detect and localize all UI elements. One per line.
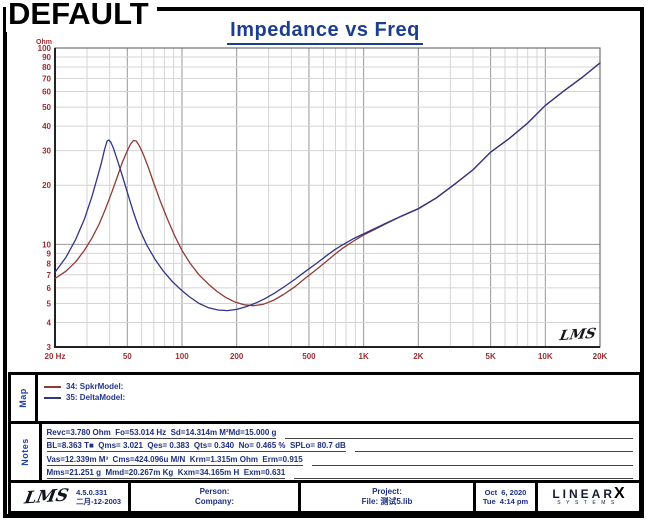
note-text: Mms=21.251 g Mmd=20.267m Kg Kxm=34.165m … bbox=[46, 467, 286, 479]
svg-text:200: 200 bbox=[230, 352, 244, 361]
svg-text:20 Hz: 20 Hz bbox=[45, 352, 66, 361]
footer-bar: LMS 4.5.0.331 二月-12-2003 Person: Company… bbox=[8, 480, 642, 514]
date-text: Oct 6, 2020 bbox=[484, 488, 527, 497]
company-label: Company: bbox=[194, 497, 235, 506]
svg-text:5K: 5K bbox=[486, 352, 496, 361]
svg-text:3: 3 bbox=[47, 343, 52, 352]
svg-text:4: 4 bbox=[47, 318, 52, 327]
linearx-logo-row: LINEAR X bbox=[552, 485, 625, 502]
svg-text:100: 100 bbox=[38, 44, 52, 53]
build-date-text: 二月-12-2003 bbox=[76, 497, 122, 506]
map-panel: Map 34: SpkrModel: 35: DeltaModel: bbox=[8, 372, 642, 424]
footer-project-cell: Project: File: 测试5.lib bbox=[301, 483, 476, 511]
series-color-swatch bbox=[44, 396, 61, 399]
person-label: Person: bbox=[199, 487, 230, 496]
note-rule bbox=[354, 450, 633, 453]
linearx-text: LINEAR bbox=[552, 487, 615, 501]
svg-text:50: 50 bbox=[123, 352, 132, 361]
notes-panel-label: Notes bbox=[19, 438, 30, 466]
lower-panels: Map 34: SpkrModel: 35: DeltaModel: Notes… bbox=[8, 372, 642, 514]
svg-text:2K: 2K bbox=[413, 352, 423, 361]
linearx-x: X bbox=[614, 485, 625, 502]
svg-text:6: 6 bbox=[47, 284, 52, 293]
svg-text:70: 70 bbox=[42, 74, 51, 83]
note-row: Vas=12.339m M³ Cms=424.096u M/N Krm=1.31… bbox=[46, 452, 633, 466]
svg-text:90: 90 bbox=[42, 53, 51, 62]
svg-text:1K: 1K bbox=[359, 352, 369, 361]
svg-text:50: 50 bbox=[42, 103, 51, 112]
outer-border bbox=[3, 7, 644, 518]
note-row: Mms=21.251 g Mmd=20.267m Kg Kxm=34.165m … bbox=[46, 466, 633, 479]
svg-text:9: 9 bbox=[47, 249, 52, 258]
svg-text:5: 5 bbox=[47, 299, 52, 308]
project-label: Project: bbox=[372, 487, 402, 496]
note-row: BL=8.363 T■ Qms= 3.021 Qes= 0.383 Qts= 0… bbox=[46, 439, 633, 453]
lms-logo: LMS bbox=[22, 485, 71, 509]
linearx-systems-text: SYSTEMS bbox=[557, 500, 620, 506]
footer-lms-cell: LMS 4.5.0.331 二月-12-2003 bbox=[11, 483, 131, 511]
note-rule bbox=[311, 464, 633, 466]
note-text: BL=8.363 T■ Qms= 3.021 Qes= 0.383 Qts= 0… bbox=[46, 441, 346, 453]
note-row: Revc=3.780 Ohm Fo=53.014 Hz Sd=14.314m M… bbox=[46, 426, 633, 440]
series-color-swatch bbox=[44, 385, 61, 388]
svg-text:80: 80 bbox=[42, 63, 51, 72]
footer-person-cell: Person: Company: bbox=[131, 483, 301, 511]
svg-text:500: 500 bbox=[302, 352, 316, 361]
map-panel-label: Map bbox=[18, 388, 28, 408]
notes-panel: Notes Revc=3.780 Ohm Fo=53.014 Hz Sd=14.… bbox=[8, 421, 642, 483]
svg-text:60: 60 bbox=[42, 88, 51, 97]
legend-label: 35: DeltaModel: bbox=[66, 393, 126, 402]
svg-text:10: 10 bbox=[42, 240, 51, 249]
svg-text:20: 20 bbox=[42, 181, 51, 190]
chart-title-text: Impedance vs Freq bbox=[227, 19, 423, 45]
legend-label: 34: SpkrModel: bbox=[66, 382, 124, 391]
chart-title: Impedance vs Freq bbox=[0, 19, 650, 45]
file-label: File: 测试5.lib bbox=[361, 497, 413, 506]
time-text: Tue 4:14 pm bbox=[482, 497, 529, 506]
legend-item: 35: DeltaModel: bbox=[44, 392, 631, 403]
svg-text:40: 40 bbox=[42, 122, 51, 131]
lms-script-watermark: LMS bbox=[558, 325, 598, 345]
note-text: Vas=12.339m M³ Cms=424.096u M/N Krm=1.31… bbox=[46, 454, 303, 466]
svg-text:100: 100 bbox=[175, 352, 189, 361]
svg-text:Ohm: Ohm bbox=[36, 39, 52, 46]
linearx-logo: LINEAR X SYSTEMS bbox=[538, 483, 639, 511]
note-text: Revc=3.780 Ohm Fo=53.014 Hz Sd=14.314m M… bbox=[46, 428, 277, 440]
svg-text:30: 30 bbox=[42, 147, 51, 156]
version-block: 4.5.0.331 二月-12-2003 bbox=[76, 488, 121, 506]
map-panel-strip: Map bbox=[11, 375, 38, 421]
svg-text:7: 7 bbox=[47, 271, 52, 280]
svg-text:20K: 20K bbox=[593, 352, 608, 361]
version-text: 4.5.0.331 bbox=[76, 488, 108, 497]
notes-panel-strip: Notes bbox=[11, 424, 42, 480]
svg-text:8: 8 bbox=[47, 259, 52, 268]
svg-text:10K: 10K bbox=[538, 352, 553, 361]
legend-item: 34: SpkrModel: bbox=[44, 381, 631, 392]
note-rule bbox=[294, 477, 633, 479]
footer-date-cell: Oct 6, 2020 Tue 4:14 pm bbox=[476, 483, 538, 511]
note-rule bbox=[285, 437, 633, 440]
window-default-label: DEFAULT bbox=[6, 0, 157, 32]
legend: 34: SpkrModel: 35: DeltaModel: bbox=[38, 375, 639, 421]
notes-lines: Revc=3.780 Ohm Fo=53.014 Hz Sd=14.314m M… bbox=[42, 424, 639, 480]
